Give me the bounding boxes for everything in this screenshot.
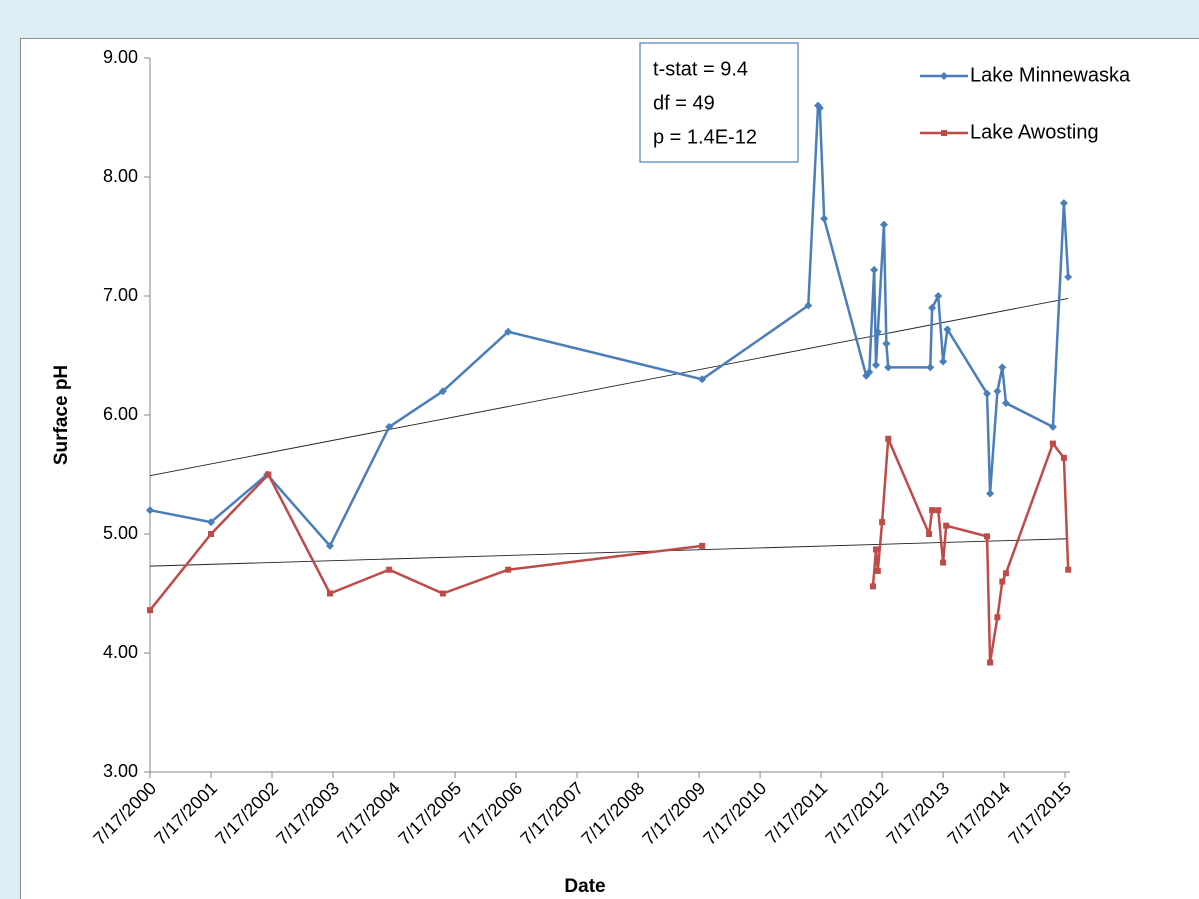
legend-label: Lake Minnewaska <box>970 64 1131 86</box>
data-point <box>943 325 952 334</box>
data-point <box>879 519 886 526</box>
data-point <box>1001 399 1010 408</box>
data-point <box>879 220 888 229</box>
y-tick-label: 9.00 <box>103 47 138 67</box>
data-point <box>943 522 950 529</box>
data-point <box>929 507 936 514</box>
data-point <box>326 590 333 597</box>
annotation: t-stat = 9.4 <box>653 58 748 80</box>
y-tick-label: 6.00 <box>103 404 138 424</box>
data-point <box>870 265 879 274</box>
data-point <box>939 357 948 366</box>
data-point <box>698 375 707 384</box>
x-tick-label: 7/17/2014 <box>944 778 1015 849</box>
x-tick-label: 7/17/2005 <box>394 778 465 849</box>
data-point <box>1059 199 1068 208</box>
data-point <box>882 339 891 348</box>
data-point <box>984 533 991 540</box>
legend-marker <box>941 130 947 136</box>
data-point <box>386 566 393 573</box>
data-point <box>869 583 876 590</box>
y-axis-title: Surface pH <box>51 365 72 465</box>
data-point <box>438 387 447 396</box>
chart-panel <box>20 38 1199 899</box>
data-point <box>998 363 1007 372</box>
x-tick-label: 7/17/2007 <box>516 778 587 849</box>
data-point <box>1048 422 1057 431</box>
data-point <box>865 368 874 377</box>
trend-line <box>149 297 1069 477</box>
data-point <box>926 531 933 537</box>
y-tick-label: 7.00 <box>103 285 138 305</box>
data-point <box>874 567 881 574</box>
data-point <box>699 542 706 549</box>
data-point <box>872 546 879 553</box>
data-point <box>926 363 935 372</box>
data-point <box>994 614 1001 621</box>
data-point <box>940 559 947 566</box>
data-point <box>983 389 992 398</box>
data-point <box>999 578 1006 585</box>
data-point <box>804 301 813 310</box>
x-tick-label: 7/17/2008 <box>577 778 648 849</box>
data-point <box>1002 570 1009 577</box>
y-tick-label: 5.00 <box>103 523 138 543</box>
x-axis-title: Date <box>564 876 605 897</box>
data-point <box>505 566 512 573</box>
x-tick-label: 7/17/2002 <box>211 778 282 849</box>
data-point <box>884 363 893 372</box>
data-point <box>873 327 882 336</box>
data-point <box>439 590 446 597</box>
y-tick-label: 8.00 <box>103 166 138 186</box>
x-tick-label: 7/17/2013 <box>883 778 954 849</box>
x-tick-label: 7/17/2015 <box>1005 778 1076 849</box>
data-point <box>871 361 880 370</box>
data-point <box>1064 272 1073 281</box>
x-tick-label: 7/17/2011 <box>761 778 831 848</box>
data-point <box>993 387 1002 396</box>
data-point <box>1049 440 1056 447</box>
series-line <box>149 437 1070 664</box>
y-tick-label: 3.00 <box>103 761 138 781</box>
x-tick-label: 7/17/2001 <box>150 778 221 849</box>
trend-line <box>149 538 1069 567</box>
data-point <box>325 541 334 550</box>
annotation-box <box>639 42 799 163</box>
legend-label: Lake Awosting <box>970 121 1099 143</box>
x-tick-label: 7/17/2012 <box>822 778 893 849</box>
data-point <box>146 506 154 515</box>
data-point <box>986 489 995 498</box>
x-tick-label: 7/17/2010 <box>700 778 771 849</box>
data-point <box>1060 454 1067 461</box>
data-point <box>928 303 937 312</box>
data-point <box>935 507 942 514</box>
data-point <box>147 607 153 614</box>
annotation: p = 1.4E-12 <box>653 126 757 148</box>
data-point <box>934 292 943 300</box>
x-tick-label: 7/17/2004 <box>333 778 404 849</box>
data-point <box>987 659 994 666</box>
series-line <box>149 104 1070 548</box>
data-point <box>208 531 215 537</box>
data-point <box>207 518 216 527</box>
data-point <box>820 214 829 223</box>
legend-marker <box>940 72 948 80</box>
x-tick-label: 7/17/2009 <box>638 778 709 849</box>
data-point <box>1065 566 1072 573</box>
data-point <box>265 471 272 478</box>
data-point <box>815 103 824 112</box>
annotation: df = 49 <box>653 92 715 114</box>
x-tick-label: 7/17/2000 <box>89 778 160 849</box>
data-point <box>504 327 513 336</box>
x-tick-label: 7/17/2003 <box>272 778 343 849</box>
y-tick-label: 4.00 <box>103 642 138 662</box>
x-tick-label: 7/17/2006 <box>455 778 526 849</box>
data-point <box>885 435 892 442</box>
data-point <box>385 422 394 431</box>
